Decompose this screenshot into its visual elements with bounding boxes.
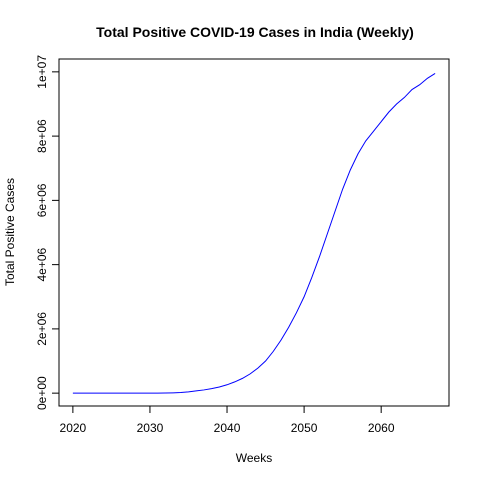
chart-title: Total Positive COVID-19 Cases in India (… [96, 24, 414, 40]
x-tick-label: 2040 [214, 421, 241, 435]
x-tick-label: 2030 [137, 421, 164, 435]
x-tick-label: 2020 [60, 421, 87, 435]
y-axis: 0e+00 2e+06 4e+06 6e+06 8e+06 1e+07 [35, 55, 60, 410]
y-tick-label: 1e+07 [35, 55, 49, 89]
y-tick-label: 0e+00 [35, 376, 49, 410]
plot-frame [58, 58, 450, 407]
x-tick-label: 2050 [291, 421, 318, 435]
x-tick-label: 2060 [368, 421, 395, 435]
y-tick-label: 2e+06 [35, 312, 49, 346]
series-layer [72, 73, 436, 394]
x-axis-label: Weeks [236, 451, 272, 465]
y-tick-label: 8e+06 [35, 119, 49, 153]
y-axis-label: Total Positive Cases [3, 178, 17, 286]
x-axis: 2020 2030 2040 2050 2060 [60, 405, 395, 435]
y-tick-label: 6e+06 [35, 183, 49, 217]
y-tick-label: 4e+06 [35, 247, 49, 281]
series-line [72, 73, 436, 394]
